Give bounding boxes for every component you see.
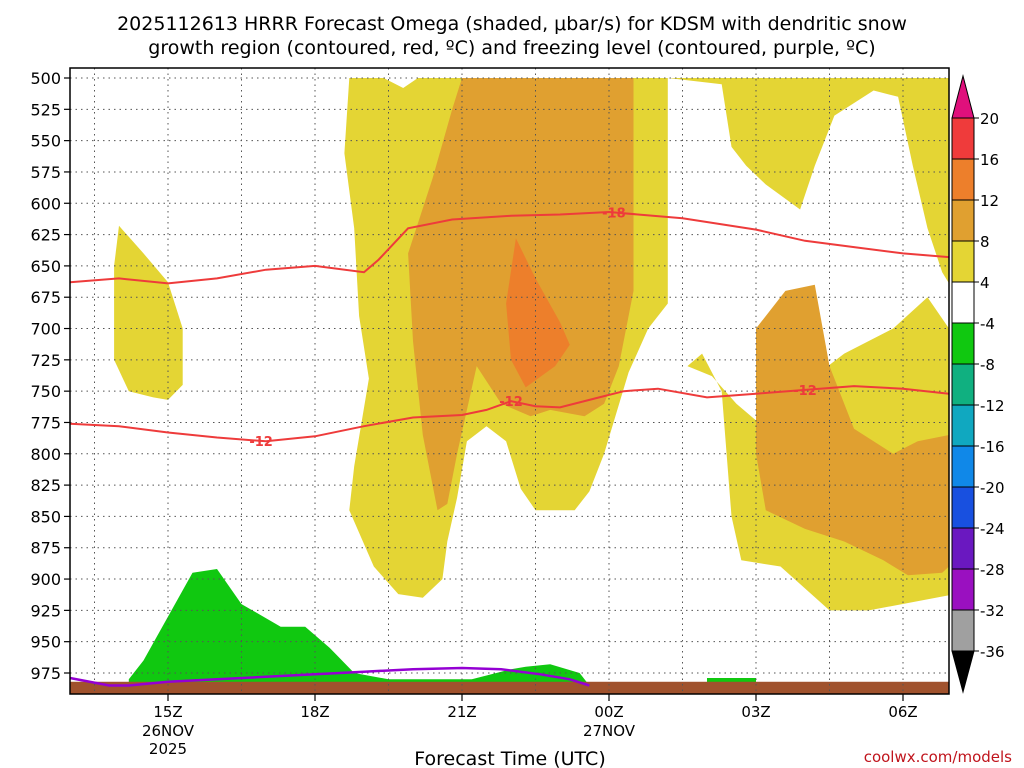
colorbar-segment-2 [951, 199, 975, 242]
grid-layer [70, 68, 949, 694]
dgz-contour-0 [69, 210, 950, 285]
colorbar-segment-5 [951, 322, 975, 365]
colorbar-segment-3 [951, 240, 975, 283]
ytick-label-925: 925 [30, 601, 61, 620]
xtick-label-15Z: 15Z [153, 703, 182, 721]
xtick-label-21Z: 21Z [447, 703, 476, 721]
ytick-label-525: 525 [30, 100, 61, 119]
dgz-contour-label-3: -12 [793, 384, 817, 399]
ytick-label-950: 950 [30, 633, 61, 652]
ytick-label-600: 600 [30, 194, 61, 213]
colorbar-label-9: -20 [980, 479, 1005, 497]
dgz-contour-layer: -18 -12 -12 -12 [69, 206, 950, 450]
colorbar-segment-4 [951, 281, 975, 324]
chart-title-line-2: growth region (contoured, red, ºC) and f… [148, 37, 875, 59]
xtick-label-18Z: 18Z [300, 703, 329, 721]
colorbar-under-triangle [951, 650, 975, 694]
colorbar-segment-10 [951, 527, 975, 570]
ytick-label-700: 700 [30, 320, 61, 339]
omega-region-5 [506, 238, 570, 388]
xtick-label-06Z: 06Z [888, 703, 917, 721]
xtick-date-15Z: 26NOV [142, 722, 195, 740]
colorbar-segment-0 [951, 117, 975, 160]
colorbar-label-4: 4 [980, 274, 990, 292]
colorbar-label-3: 8 [980, 233, 990, 251]
x-axis-label: Forecast Time (UTC) [414, 748, 605, 768]
colorbar-segment-9 [951, 486, 975, 529]
colorbar-label-10: -24 [980, 520, 1005, 538]
xtick-label-03Z: 03Z [741, 703, 770, 721]
ytick-label-650: 650 [30, 257, 61, 276]
xtick-year-15Z: 2025 [149, 740, 187, 758]
ytick-label-675: 675 [30, 288, 61, 307]
ytick-label-775: 775 [30, 413, 61, 432]
ytick-label-500: 500 [30, 69, 61, 88]
ytick-label-750: 750 [30, 382, 61, 401]
ytick-label-875: 875 [30, 539, 61, 558]
credit-text: coolwx.com/models [864, 748, 1012, 766]
colorbar-label-12: -32 [980, 602, 1005, 620]
xtick-date-00Z: 27NOV [583, 722, 636, 740]
colorbar-segment-12 [951, 609, 975, 652]
ytick-label-575: 575 [30, 163, 61, 182]
colorbar-label-6: -8 [980, 356, 995, 374]
terrain-strip [70, 681, 949, 694]
dgz-contour-1 [69, 385, 950, 443]
dgz-contour-label-0: -18 [602, 206, 626, 221]
dgz-contour-label-1: -12 [249, 435, 273, 450]
terrain-layer [70, 681, 949, 694]
omega-shading-layer [114, 78, 949, 686]
colorbar: 20 16 12 8 4 -4 -8 -12 -16 -20 -24 -28 -32 -36 [951, 74, 1005, 694]
colorbar-label-2: 12 [980, 192, 999, 210]
freezing-level-line [69, 666, 590, 687]
colorbar-label-7: -12 [980, 397, 1005, 415]
chart-title-line-1: 2025112613 HRRR Forecast Omega (shaded, … [117, 13, 907, 35]
colorbar-label-11: -28 [980, 561, 1005, 579]
colorbar-label-8: -16 [980, 438, 1005, 456]
colorbar-segment-7 [951, 404, 975, 447]
ytick-label-725: 725 [30, 351, 61, 370]
ytick-label-825: 825 [30, 476, 61, 495]
colorbar-over-triangle [951, 74, 975, 119]
ytick-label-800: 800 [30, 445, 61, 464]
plot-frame [69, 67, 950, 695]
dgz-contour-label-2: -12 [499, 395, 523, 410]
xtick-label-00Z: 00Z [594, 703, 623, 721]
colorbar-label-13: -36 [980, 643, 1005, 661]
colorbar-segment-8 [951, 445, 975, 488]
ytick-label-850: 850 [30, 507, 61, 526]
y-axis-ticks: 500 525 550 575 600 625 650 675 700 725 750 775 800 8… [30, 69, 70, 683]
colorbar-segment-6 [951, 363, 975, 406]
ytick-label-900: 900 [30, 570, 61, 589]
colorbar-segment-1 [951, 158, 975, 201]
omega-region-2 [114, 225, 183, 400]
omega-region-6 [128, 569, 590, 686]
freezing-level-layer [69, 666, 590, 687]
ytick-label-975: 975 [30, 664, 61, 683]
ytick-label-625: 625 [30, 226, 61, 245]
colorbar-label-1: 16 [980, 151, 999, 169]
colorbar-segment-11 [951, 568, 975, 611]
omega-region-4 [756, 284, 949, 576]
ytick-label-550: 550 [30, 132, 61, 151]
colorbar-label-5: -4 [980, 315, 995, 333]
colorbar-label-0: 20 [980, 110, 999, 128]
